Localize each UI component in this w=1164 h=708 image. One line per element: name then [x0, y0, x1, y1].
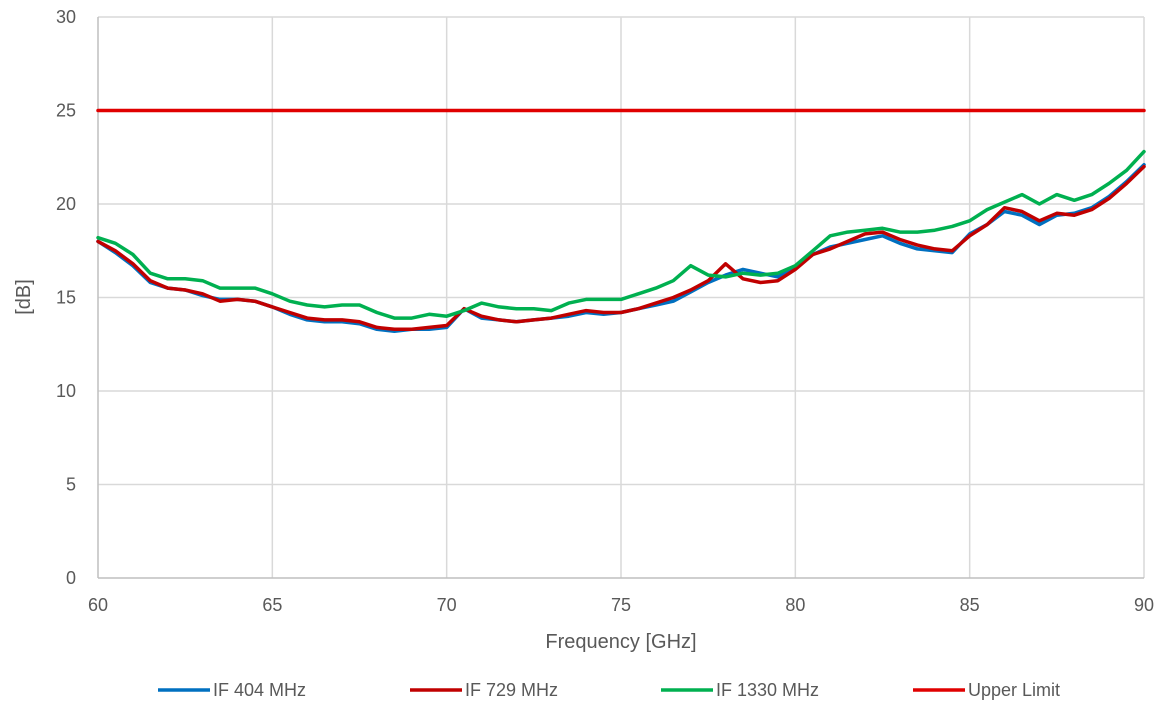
grid-lines	[98, 16, 1145, 578]
y-tick-label: 25	[56, 101, 76, 121]
y-axis-title: [dB]	[13, 279, 35, 315]
y-tick-label: 15	[56, 288, 76, 308]
x-tick-label: 85	[960, 595, 980, 615]
y-tick-label: 5	[66, 475, 76, 495]
series-lines	[96, 108, 1146, 333]
series-line-if-729-mhz	[96, 164, 1146, 332]
x-tick-label: 70	[437, 595, 457, 615]
x-tick-label: 90	[1134, 595, 1154, 615]
legend: IF 404 MHz IF 729 MHz IF 1330 MHz Upper Lim…	[158, 680, 1060, 700]
y-tick-label: 0	[66, 568, 76, 588]
legend-label-if-729-mhz: IF 729 MHz	[465, 680, 558, 700]
y-tick-label: 10	[56, 381, 76, 401]
legend-label-if-1330-mhz: IF 1330 MHz	[716, 680, 819, 700]
x-axis-title: Frequency [GHz]	[545, 631, 696, 653]
legend-label-upper-limit: Upper Limit	[968, 680, 1060, 700]
series-line-if-1330-mhz	[96, 149, 1146, 320]
y-tick-label: 20	[56, 194, 76, 214]
y-tick-labels: 0 5 10 15 20 25 30	[56, 7, 76, 588]
x-tick-label: 65	[262, 595, 282, 615]
legend-label-if-404-mhz: IF 404 MHz	[213, 680, 306, 700]
x-tick-label: 60	[88, 595, 108, 615]
y-tick-label: 30	[56, 7, 76, 27]
x-tick-labels: 60 65 70 75 80 85 90	[88, 595, 1154, 615]
x-tick-label: 80	[785, 595, 805, 615]
x-tick-label: 75	[611, 595, 631, 615]
